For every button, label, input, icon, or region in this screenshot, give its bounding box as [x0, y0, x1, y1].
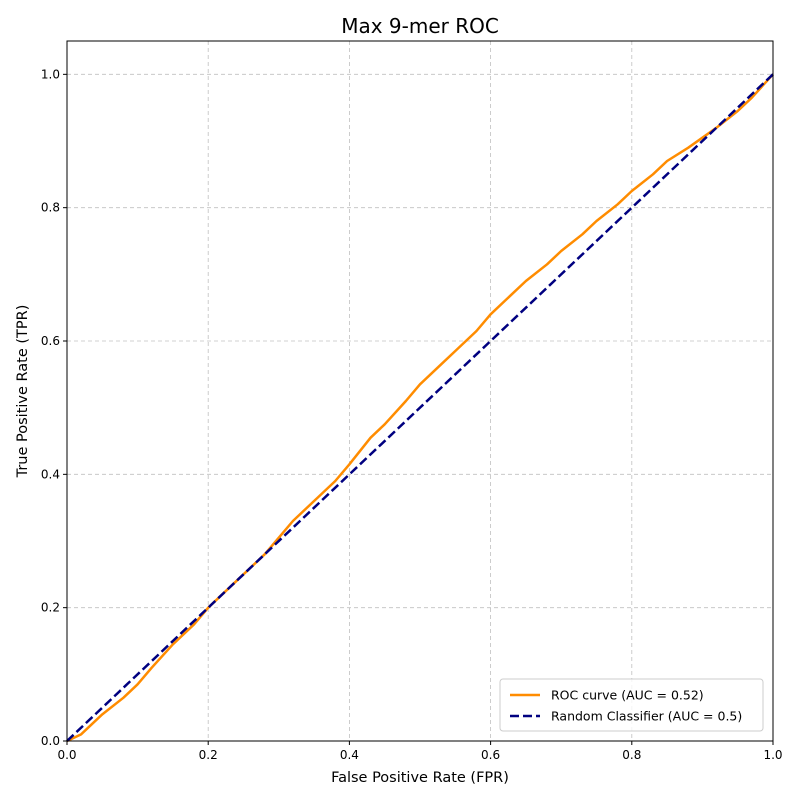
y-axis-label: True Positive Rate (TPR) [15, 305, 31, 479]
y-tick-label: 0.2 [41, 601, 60, 615]
x-tick-label: 0.4 [340, 748, 359, 762]
series-layer [66, 73, 774, 743]
roc-curve-line [66, 73, 774, 743]
y-tick-label: 1.0 [41, 67, 60, 81]
legend-label: Random Classifier (AUC = 0.5) [551, 709, 742, 724]
legend-label: ROC curve (AUC = 0.52) [551, 688, 704, 703]
y-tick-label: 0.0 [41, 734, 60, 748]
x-tick-label: 0.8 [622, 748, 641, 762]
x-axis-label: False Positive Rate (FPR) [331, 770, 509, 786]
y-tick-label: 0.6 [41, 334, 60, 348]
x-tick-label: 0.0 [57, 748, 76, 762]
legend: ROC curve (AUC = 0.52) Random Classifier … [499, 678, 764, 732]
random-classifier-line [66, 73, 774, 742]
axis-ticks: 0.0 0.2 0.4 0.6 0.8 1.0 0.0 0.2 0.4 0.6 0.8 1.0 [41, 67, 783, 762]
plot-frame [66, 40, 774, 742]
x-tick-label: 1.0 [763, 748, 782, 762]
y-tick-label: 0.4 [41, 467, 60, 481]
y-tick-label: 0.8 [41, 201, 60, 215]
x-tick-label: 0.2 [199, 748, 218, 762]
legend-box [499, 678, 764, 732]
x-tick-label: 0.6 [481, 748, 500, 762]
chart-title: Max 9-mer ROC [341, 14, 499, 38]
